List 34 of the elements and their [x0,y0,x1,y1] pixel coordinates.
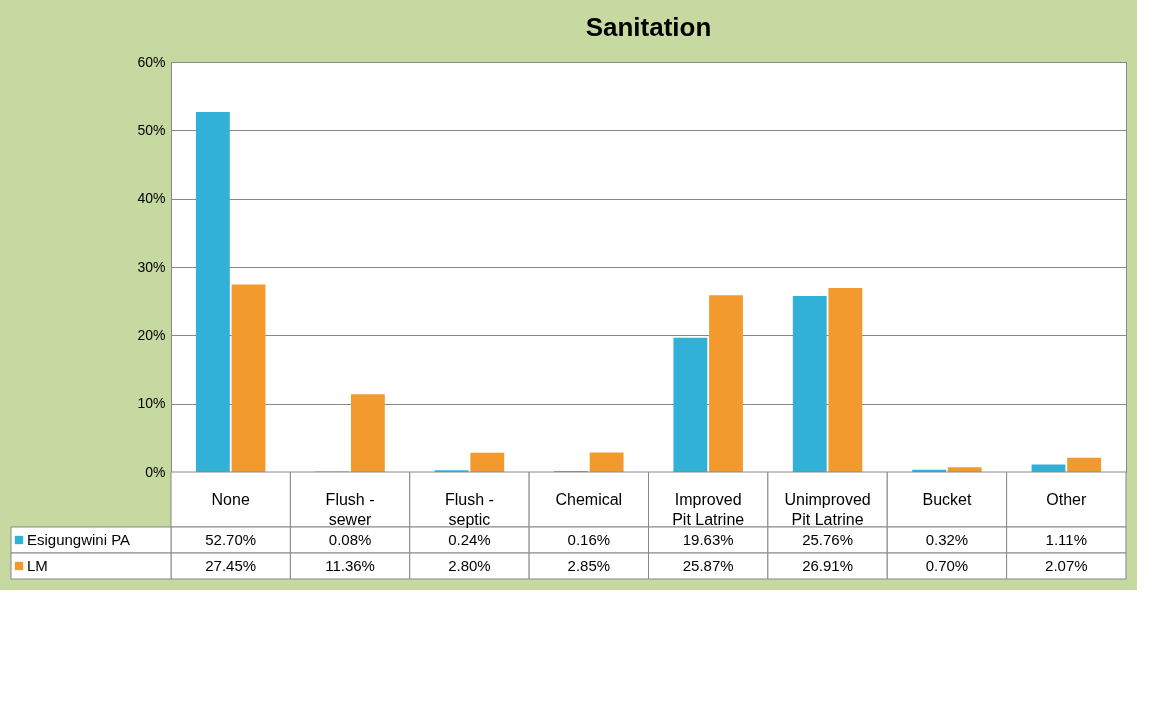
x-tick-label: Flush - septic [444,490,494,528]
y-tick-label: 10% [137,395,166,412]
y-tick-label: 50% [137,121,166,138]
x-tick-label: None [211,490,250,508]
x-tick-label: Unimproved Pit Latrine [784,490,871,528]
data-label: 25.76% [802,531,853,548]
x-tick-label: Improved Pit Latrine [672,490,745,528]
x-tick-label: Flush - sewer [325,490,375,528]
data-label: 19.63% [682,531,734,548]
data-label: 2.85% [567,557,611,574]
data-label: 27.45% [205,557,257,574]
data-label: 0.70% [925,557,969,574]
legend-label: LM [27,557,48,574]
data-label: 0.16% [567,531,611,548]
data-label: 2.80% [448,557,491,574]
data-label: 26.91% [802,557,853,574]
data-label: 52.70% [205,531,257,548]
data-label: 0.08% [328,531,372,548]
data-label: 1.11% [1045,531,1088,548]
y-tick-label: 20% [137,326,166,343]
y-tick-label: 40% [137,190,166,207]
data-label: 0.24% [448,531,491,548]
chart-title: Sanitation [585,12,712,42]
legend-label: Esigungwini PA [27,531,131,548]
y-tick-label: 30% [137,258,166,275]
x-tick-label: Chemical [555,490,623,508]
x-tick-label: Bucket [922,490,972,508]
data-label: 25.87% [682,557,734,574]
y-tick-label: 60% [137,53,166,70]
x-tick-label: Other [1046,490,1087,508]
data-label: 0.32% [925,531,969,548]
y-tick-label: 0% [145,463,166,480]
data-label: 2.07% [1045,557,1088,574]
data-label: 11.36% [325,557,375,574]
